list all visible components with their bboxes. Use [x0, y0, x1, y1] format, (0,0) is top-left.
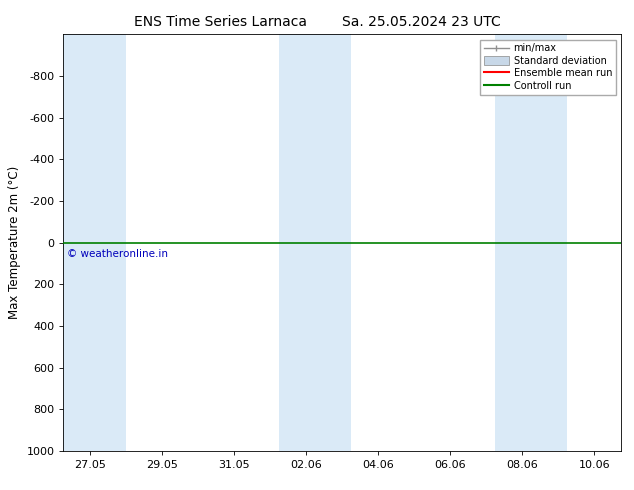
- Y-axis label: Max Temperature 2m (°C): Max Temperature 2m (°C): [8, 166, 21, 319]
- Bar: [63, 34, 126, 451]
- Bar: [280, 34, 351, 451]
- Bar: [495, 34, 567, 451]
- Text: © weatheronline.in: © weatheronline.in: [67, 249, 168, 259]
- Text: ENS Time Series Larnaca        Sa. 25.05.2024 23 UTC: ENS Time Series Larnaca Sa. 25.05.2024 2…: [134, 15, 500, 29]
- Legend: min/max, Standard deviation, Ensemble mean run, Controll run: min/max, Standard deviation, Ensemble me…: [481, 40, 616, 95]
